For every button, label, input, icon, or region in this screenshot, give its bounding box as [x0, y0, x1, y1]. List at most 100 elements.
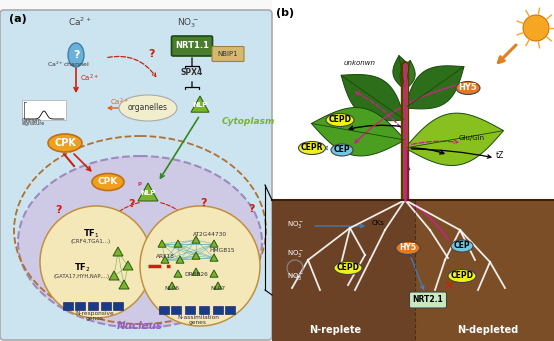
Text: N-responsive: N-responsive — [76, 311, 114, 316]
Polygon shape — [311, 107, 405, 156]
Text: ARF18: ARF18 — [156, 254, 175, 259]
Ellipse shape — [448, 269, 476, 282]
Text: Ca$^{2+}$: Ca$^{2+}$ — [110, 96, 129, 107]
Ellipse shape — [18, 156, 262, 328]
Polygon shape — [400, 60, 415, 90]
Polygon shape — [113, 247, 123, 256]
Text: N-assimilation: N-assimilation — [177, 315, 219, 320]
Ellipse shape — [326, 114, 354, 127]
Ellipse shape — [119, 95, 177, 121]
Text: (a): (a) — [9, 14, 27, 24]
Text: CEPD: CEPD — [329, 116, 351, 124]
Polygon shape — [174, 270, 182, 277]
Polygon shape — [158, 240, 166, 247]
Bar — [113, 302, 123, 310]
Polygon shape — [214, 282, 222, 289]
Polygon shape — [192, 252, 200, 259]
Text: Calcium: Calcium — [22, 118, 42, 123]
Bar — [101, 302, 111, 310]
Text: NO$_3^-$: NO$_3^-$ — [287, 219, 304, 230]
Ellipse shape — [456, 81, 480, 94]
Polygon shape — [210, 254, 218, 261]
Polygon shape — [161, 256, 169, 263]
Circle shape — [40, 206, 152, 318]
Text: AT2G44730: AT2G44730 — [193, 232, 227, 237]
Text: P: P — [138, 182, 142, 187]
Polygon shape — [341, 75, 405, 121]
Text: NRT2.1: NRT2.1 — [413, 296, 443, 305]
Polygon shape — [191, 96, 209, 112]
Text: signature: signature — [22, 121, 45, 126]
Polygon shape — [405, 113, 504, 165]
Bar — [225, 306, 235, 314]
Text: TF$_1$: TF$_1$ — [83, 227, 99, 239]
Text: (GATA17,HYH,NAP,...): (GATA17,HYH,NAP,...) — [54, 274, 110, 279]
Text: HMGB15: HMGB15 — [209, 248, 235, 253]
Bar — [63, 302, 73, 310]
Text: ?: ? — [200, 198, 207, 208]
Text: ?: ? — [248, 204, 254, 214]
Ellipse shape — [68, 43, 84, 67]
Bar — [199, 306, 209, 314]
Text: genes: genes — [189, 320, 207, 325]
Text: ?: ? — [73, 50, 79, 60]
Ellipse shape — [299, 142, 326, 154]
Text: CKs: CKs — [372, 220, 385, 226]
Bar — [88, 302, 98, 310]
FancyBboxPatch shape — [22, 100, 66, 120]
Text: NLP6: NLP6 — [165, 286, 179, 291]
Text: CEP: CEP — [334, 146, 350, 154]
Text: Cytoplasm: Cytoplasm — [222, 117, 275, 126]
Text: NRT1.1: NRT1.1 — [175, 42, 209, 50]
Text: Ca$^{2+}$: Ca$^{2+}$ — [80, 73, 99, 85]
Polygon shape — [176, 256, 184, 263]
Ellipse shape — [331, 144, 353, 156]
Circle shape — [140, 206, 260, 326]
Text: ?: ? — [128, 199, 135, 209]
Polygon shape — [192, 268, 200, 275]
Text: unkonwn: unkonwn — [344, 60, 376, 66]
Text: (CRF4,TGA1...): (CRF4,TGA1...) — [71, 239, 111, 244]
Polygon shape — [272, 200, 554, 341]
Text: (b): (b) — [276, 8, 294, 18]
Polygon shape — [174, 240, 182, 247]
Text: DREB26: DREB26 — [184, 272, 208, 277]
Text: HY5: HY5 — [399, 243, 417, 252]
Text: organelles: organelles — [128, 104, 168, 113]
Text: NO$_3^-$: NO$_3^-$ — [287, 248, 304, 259]
Text: NO$_3^-$: NO$_3^-$ — [287, 271, 304, 282]
Bar — [171, 306, 181, 314]
Text: NO$_3^-$: NO$_3^-$ — [177, 17, 199, 30]
Text: CPK: CPK — [98, 178, 118, 187]
Text: Ca$^{2+}$: Ca$^{2+}$ — [68, 16, 92, 28]
Text: ✕: ✕ — [443, 280, 454, 293]
Text: SPX4: SPX4 — [181, 68, 203, 77]
Bar — [75, 302, 85, 310]
FancyBboxPatch shape — [409, 292, 447, 308]
Text: Ca$^{2+}$channel: Ca$^{2+}$channel — [47, 60, 89, 69]
Polygon shape — [138, 183, 158, 201]
Bar — [159, 306, 169, 314]
Circle shape — [523, 15, 549, 41]
Text: ?: ? — [148, 49, 155, 59]
Ellipse shape — [48, 134, 82, 152]
Bar — [213, 306, 223, 314]
Text: Glu/Gln: Glu/Gln — [459, 135, 485, 141]
FancyBboxPatch shape — [212, 46, 244, 61]
Polygon shape — [210, 270, 218, 277]
Polygon shape — [168, 282, 176, 289]
Polygon shape — [393, 56, 411, 90]
Text: NLP: NLP — [140, 190, 156, 196]
Ellipse shape — [92, 174, 124, 191]
Polygon shape — [192, 236, 200, 243]
Ellipse shape — [451, 240, 473, 252]
Text: NLP: NLP — [192, 102, 208, 108]
Text: Nucleus: Nucleus — [117, 321, 163, 331]
Text: genes: genes — [86, 316, 104, 321]
Ellipse shape — [396, 241, 420, 254]
Text: TF$_2$: TF$_2$ — [74, 261, 90, 273]
Text: HY5: HY5 — [459, 84, 478, 92]
Polygon shape — [405, 66, 464, 109]
Text: NLP7: NLP7 — [211, 286, 225, 291]
Text: CEPD: CEPD — [450, 271, 474, 281]
